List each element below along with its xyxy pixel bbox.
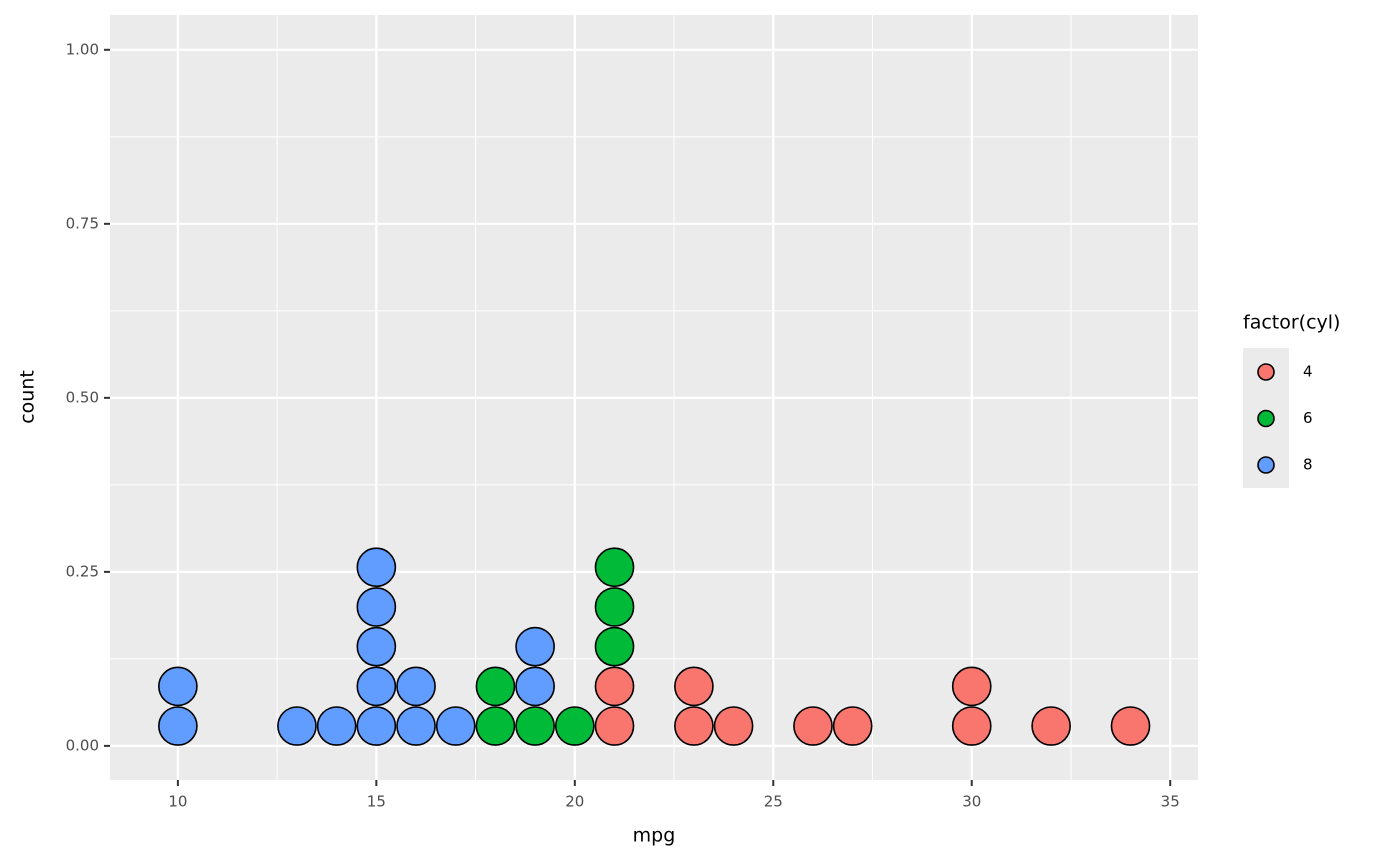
dot xyxy=(435,706,476,746)
y-tick-label: 0.00 xyxy=(66,736,99,754)
dot xyxy=(951,706,992,746)
dot xyxy=(356,587,397,627)
x-axis-title: mpg xyxy=(633,825,676,847)
x-tick-label: 15 xyxy=(367,793,386,811)
legend-key xyxy=(1257,409,1275,428)
dot xyxy=(396,706,436,746)
dot xyxy=(158,706,198,746)
dot xyxy=(832,706,873,746)
dot xyxy=(594,626,635,667)
x-tick-label: 30 xyxy=(962,793,981,811)
legend-key xyxy=(1257,456,1275,474)
dot xyxy=(475,706,516,746)
dot xyxy=(951,666,992,707)
dot xyxy=(515,706,555,746)
dot xyxy=(674,666,714,707)
dot xyxy=(356,626,397,667)
dot xyxy=(158,666,198,707)
dot xyxy=(594,547,635,588)
y-tick-label: 0.50 xyxy=(66,388,99,406)
dot xyxy=(515,626,555,667)
legend-label: 6 xyxy=(1303,409,1313,427)
legend-key xyxy=(1257,363,1275,381)
dot xyxy=(554,706,595,746)
dot xyxy=(1110,706,1151,746)
dot xyxy=(713,706,754,746)
dot xyxy=(793,706,833,746)
x-tick-label: 35 xyxy=(1161,793,1180,811)
dot xyxy=(594,587,635,627)
x-tick-label: 10 xyxy=(168,793,187,811)
plot-panel xyxy=(110,15,1198,780)
legend-title: factor(cyl) xyxy=(1243,312,1340,334)
dot xyxy=(356,706,397,746)
dot xyxy=(1031,706,1071,746)
dot xyxy=(316,706,357,746)
x-tick-label: 20 xyxy=(565,793,584,811)
dot xyxy=(594,666,635,707)
y-tick-label: 0.25 xyxy=(66,562,99,580)
legend: 4 6 8 xyxy=(1243,348,1313,488)
dot xyxy=(277,706,317,746)
dot xyxy=(356,666,397,707)
dot xyxy=(396,666,436,707)
dot xyxy=(356,547,397,588)
dot xyxy=(594,706,635,746)
legend-label: 4 xyxy=(1303,363,1313,381)
dot xyxy=(515,666,555,707)
dot xyxy=(674,706,714,746)
dot xyxy=(475,666,516,707)
y-tick-label: 1.00 xyxy=(66,40,99,58)
legend-label: 8 xyxy=(1303,456,1313,474)
x-tick-label: 25 xyxy=(764,793,783,811)
y-axis-title: count xyxy=(17,370,39,424)
y-tick-label: 0.75 xyxy=(66,214,99,232)
